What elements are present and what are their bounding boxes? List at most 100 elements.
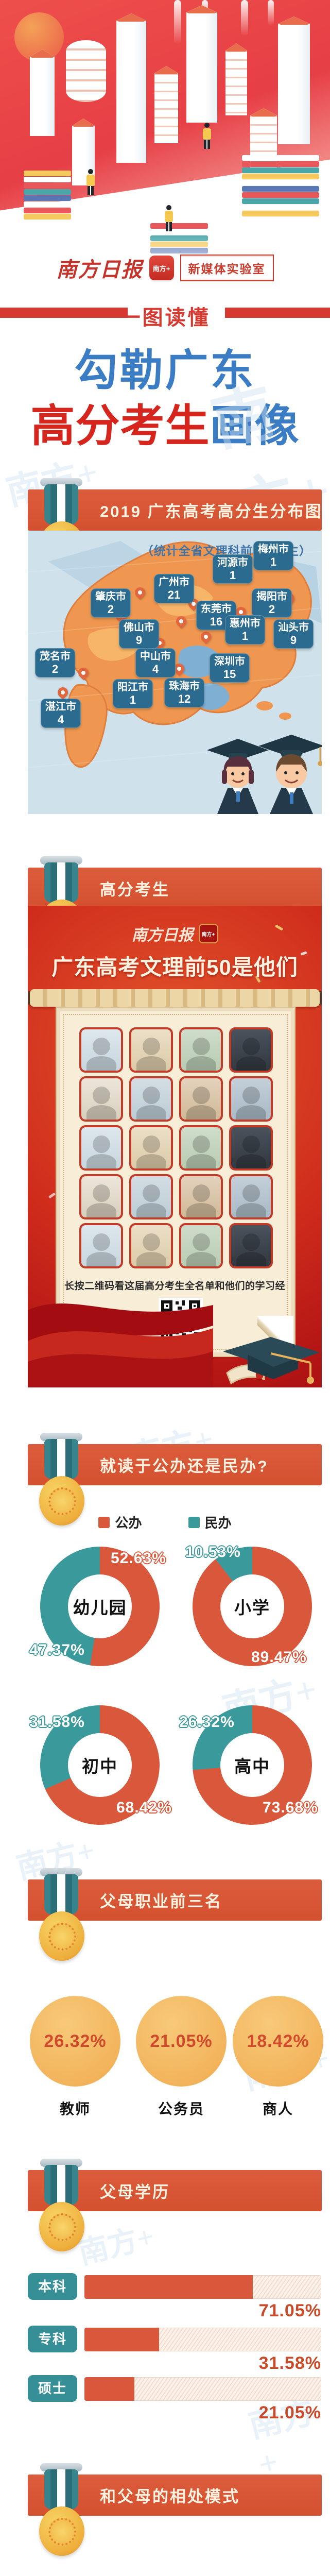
city-label: 珠海市 12 [164, 678, 204, 707]
students-poster: 南方日报 南方+ 广东高考文理前50是他们 长按二维码看这届高分考生全名单和他们… [28, 906, 322, 1387]
edu-pct: 31.58% [258, 2353, 321, 2373]
section-title: 和父母的相处模式 [100, 2487, 240, 2506]
pct-private: 26.32% [179, 1714, 235, 1731]
medal-icon [33, 1433, 90, 1541]
city-label: 中山市 4 [135, 648, 176, 677]
pct-public: 68.42% [116, 1799, 172, 1816]
edu-fill [84, 2377, 134, 2401]
legend-public: 公办 [98, 1513, 142, 1532]
person-figure [164, 205, 174, 232]
student-photo [79, 1076, 123, 1122]
brand-row: 南方日报 南方+ 新媒体实验室 [0, 252, 330, 283]
banner-bar-left [0, 308, 128, 318]
donut-kindergarten: 幼儿园 [40, 1547, 160, 1666]
city-label: 揭阳市 2 [252, 588, 292, 618]
book-stack [242, 155, 319, 216]
edu-label-bachelor: 本科 [28, 2273, 77, 2300]
occupation-label: 公务员 [158, 2101, 204, 2117]
pct-private: 47.37% [29, 1641, 85, 1658]
student-photo [229, 1223, 273, 1268]
student-photo [79, 1125, 123, 1171]
public-swatch [98, 1516, 110, 1528]
donut-label: 初中 [68, 1733, 132, 1797]
student-photo [179, 1174, 223, 1219]
edu-pct: 71.05% [258, 2301, 321, 2320]
student-photo [79, 1174, 123, 1219]
nanfang-plus-app-icon: 南方+ [149, 256, 174, 280]
section-head-students: 高分考生 [28, 856, 322, 949]
medal-icon [33, 1868, 90, 1976]
banner-bar-right [225, 308, 330, 318]
student-photo [229, 1076, 273, 1122]
main-title-line2: 高分考生画像 [0, 389, 330, 454]
occupation-circle-businessman: 18.42% [233, 1996, 323, 2087]
pct-private: 10.53% [185, 1544, 241, 1561]
edu-fill [84, 2275, 253, 2299]
graduates-illustration [207, 735, 322, 814]
city-label: 茂名市 2 [35, 648, 75, 677]
hero-illustration [0, 0, 330, 278]
donut-senior: 高中 [193, 1705, 312, 1825]
tower-block [154, 66, 178, 143]
student-photo [229, 1027, 273, 1073]
scroll-roller [30, 989, 320, 1007]
main-title-line2-blue: 画像 [210, 401, 300, 451]
light-streak [174, 0, 181, 44]
banner-title: 一图读懂 [119, 307, 211, 329]
graduation-cap-icon [223, 1337, 320, 1385]
edu-label-master: 硕士 [28, 2375, 77, 2402]
section-title: 父母职业前三名 [100, 1892, 222, 1911]
occupation-label: 教师 [59, 2101, 91, 2117]
student-photo [229, 1125, 273, 1171]
legend-private: 民办 [188, 1513, 232, 1532]
new-media-lab-badge: 新媒体实验室 [180, 255, 274, 281]
city-label: 阳江市 1 [113, 679, 153, 708]
edu-pct: 21.05% [258, 2403, 321, 2422]
occupation-label: 商人 [262, 2101, 293, 2117]
section-head-occupation: 父母职业前三名 [28, 1868, 322, 1961]
donut-primary: 小学 [193, 1547, 312, 1666]
student-photo [129, 1223, 173, 1268]
pct-public: 52.63% [111, 1550, 166, 1567]
poster-app-icon: 南方+ [198, 924, 218, 943]
donut-label: 高中 [220, 1733, 284, 1797]
donut-junior: 初中 [40, 1705, 160, 1825]
donut-label: 幼儿园 [68, 1574, 132, 1638]
student-photo [129, 1174, 173, 1219]
student-photo [179, 1223, 223, 1268]
student-photo [79, 1223, 123, 1268]
edu-label-associate: 专科 [28, 2326, 77, 2352]
tower-block [225, 43, 247, 115]
tower-block [72, 118, 95, 185]
cylinder-block [66, 40, 106, 102]
city-label: 梅州市 1 [253, 541, 293, 570]
city-label: 佛山市 9 [119, 619, 159, 649]
tower-block [278, 16, 310, 144]
student-photo [129, 1076, 173, 1122]
city-label: 深圳市 15 [210, 653, 250, 683]
book-stack [24, 170, 71, 219]
edu-track [84, 2328, 321, 2351]
person-figure [85, 169, 96, 196]
main-title-line1: 勾勒广东 [74, 346, 256, 395]
student-photo [129, 1027, 173, 1073]
pct-private: 31.58% [29, 1714, 85, 1731]
section-head-education: 父母学历 [28, 2159, 322, 2251]
city-label: 惠州市 1 [225, 615, 265, 645]
student-photo [79, 1027, 123, 1073]
person-figure [202, 123, 212, 149]
medal-icon [33, 2463, 90, 2571]
city-label: 河源市 1 [213, 554, 253, 584]
section-head-relationship: 和父母的相处模式 [28, 2463, 322, 2556]
occupation-circle-civil-servant: 21.05% [136, 1996, 227, 2087]
city-label: 汕头市 9 [273, 619, 314, 649]
section-title: 父母学历 [100, 2183, 170, 2201]
donut-label: 小学 [220, 1574, 284, 1638]
private-swatch [188, 1516, 200, 1528]
qr-caption: 长按二维码看这届高分考生全名单和他们的学习经 [64, 1281, 285, 1292]
city-label: 广州市 21 [154, 574, 194, 603]
pct-public: 89.47% [251, 1649, 307, 1666]
section-head-school-type: 就读于公办还是民办? [28, 1433, 322, 1526]
tower-block [116, 13, 146, 163]
